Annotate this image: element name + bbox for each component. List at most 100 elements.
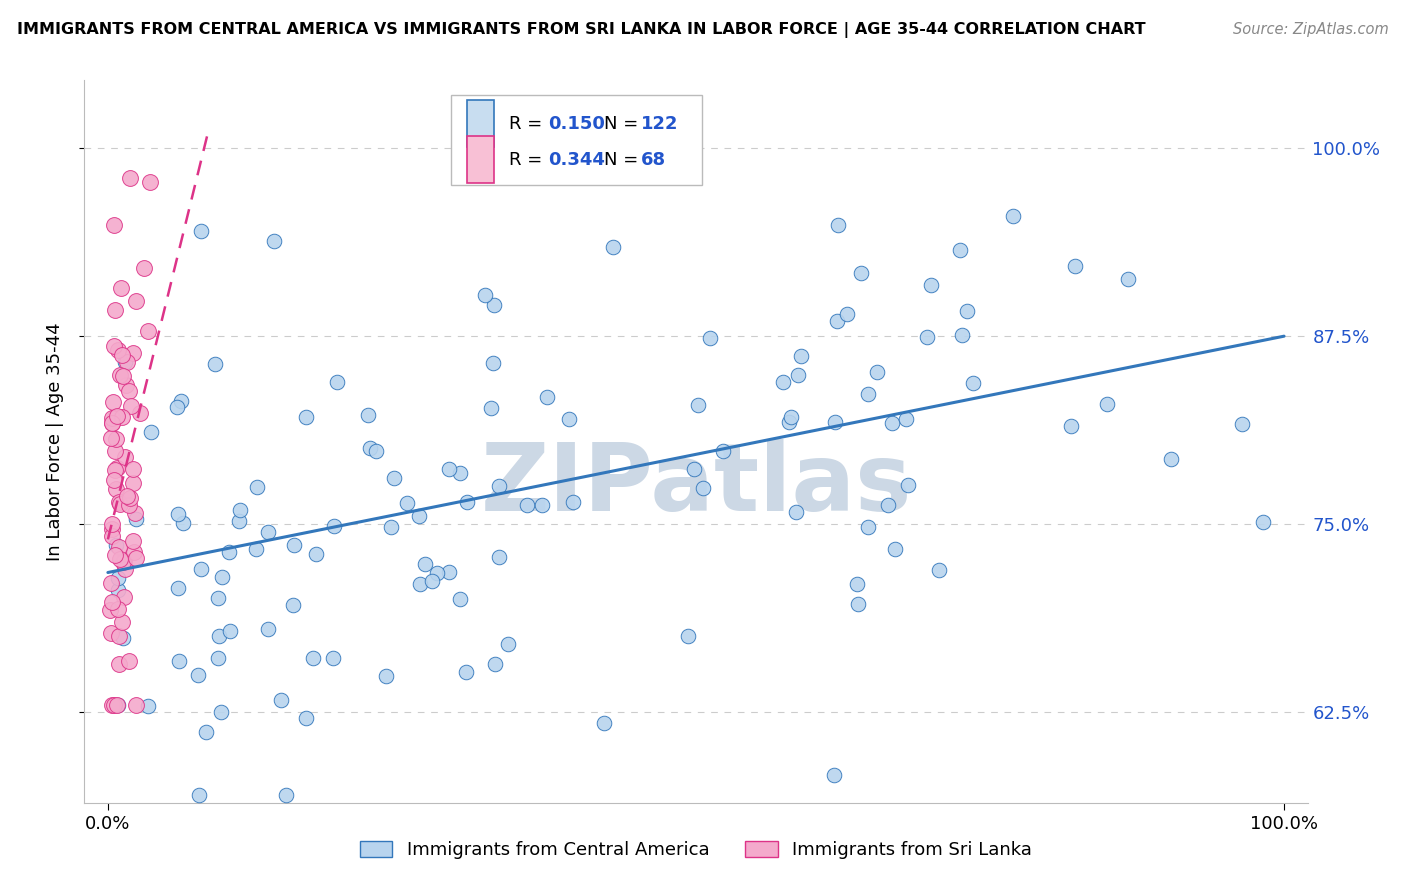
Point [920, 278, 942, 293]
Text: ZIPatlas: ZIPatlas [481, 439, 911, 531]
Point [456, 495, 478, 509]
Point [364, 444, 387, 458]
Point [104, 463, 127, 477]
Point [274, 789, 297, 803]
Point [125, 550, 148, 565]
Point [101, 698, 124, 712]
Point [449, 592, 471, 607]
Point [111, 348, 134, 362]
Point [125, 293, 148, 308]
Point [141, 425, 163, 439]
Point [1160, 451, 1182, 466]
Point [188, 789, 211, 803]
Point [108, 541, 131, 555]
Point [437, 565, 460, 579]
Point [108, 657, 131, 671]
Point [112, 554, 135, 568]
Point [129, 406, 152, 420]
Point [105, 698, 128, 712]
Point [851, 266, 873, 280]
Point [101, 411, 124, 425]
Point [104, 538, 127, 552]
Point [105, 461, 128, 475]
Point [956, 304, 979, 318]
Point [207, 591, 229, 605]
Point [688, 398, 710, 412]
Point [107, 571, 129, 585]
Point [112, 632, 135, 646]
Point [101, 595, 124, 609]
Point [136, 324, 159, 338]
Text: IMMIGRANTS FROM CENTRAL AMERICA VS IMMIGRANTS FROM SRI LANKA IN LABOR FORCE | AG: IMMIGRANTS FROM CENTRAL AMERICA VS IMMIG… [17, 22, 1146, 38]
Point [114, 562, 136, 576]
Point [270, 693, 292, 707]
FancyBboxPatch shape [467, 136, 494, 183]
Point [823, 767, 845, 781]
Point [488, 550, 510, 565]
Point [283, 538, 305, 552]
Point [437, 462, 460, 476]
Point [835, 307, 858, 321]
Point [100, 575, 122, 590]
Point [100, 529, 122, 543]
Point [218, 544, 240, 558]
Point [204, 357, 226, 371]
Point [856, 519, 879, 533]
Point [101, 416, 124, 430]
Point [101, 522, 124, 536]
Point [172, 516, 194, 530]
Point [1095, 397, 1118, 411]
Text: 0.150: 0.150 [548, 115, 605, 133]
Point [103, 698, 125, 712]
Point [454, 665, 477, 679]
Point [122, 346, 145, 360]
Point [858, 386, 880, 401]
Point [166, 400, 188, 414]
Point [408, 508, 430, 523]
Point [167, 508, 190, 522]
Point [117, 654, 139, 668]
Point [422, 574, 444, 589]
Point [894, 412, 917, 426]
Point [692, 481, 714, 495]
Point [699, 331, 721, 345]
Point [474, 288, 496, 302]
Point [950, 327, 973, 342]
Point [100, 516, 122, 531]
Point [359, 441, 381, 455]
Y-axis label: In Labor Force | Age 35-44: In Labor Force | Age 35-44 [45, 322, 63, 561]
Point [107, 495, 129, 509]
Point [103, 338, 125, 352]
Point [846, 598, 869, 612]
Point [772, 375, 794, 389]
Point [114, 450, 136, 465]
Point [167, 581, 190, 595]
Point [108, 629, 131, 643]
Point [108, 497, 131, 511]
Point [409, 576, 432, 591]
Point [228, 514, 250, 528]
Point [101, 395, 124, 409]
Point [105, 409, 128, 424]
Point [322, 651, 344, 665]
Point [880, 416, 903, 430]
Point [125, 698, 148, 712]
Point [120, 171, 142, 186]
Point [207, 650, 229, 665]
Point [98, 603, 121, 617]
Point [118, 498, 141, 512]
Point [107, 582, 129, 597]
Point [1232, 417, 1254, 431]
Text: N =: N = [605, 151, 644, 169]
Point [866, 365, 889, 379]
Point [295, 409, 318, 424]
FancyBboxPatch shape [467, 100, 494, 147]
Point [827, 218, 849, 232]
Point [357, 408, 380, 422]
Point [592, 715, 614, 730]
Point [136, 698, 159, 713]
Point [413, 557, 436, 571]
Point [281, 598, 304, 612]
Point [928, 563, 950, 577]
Point [187, 667, 209, 681]
